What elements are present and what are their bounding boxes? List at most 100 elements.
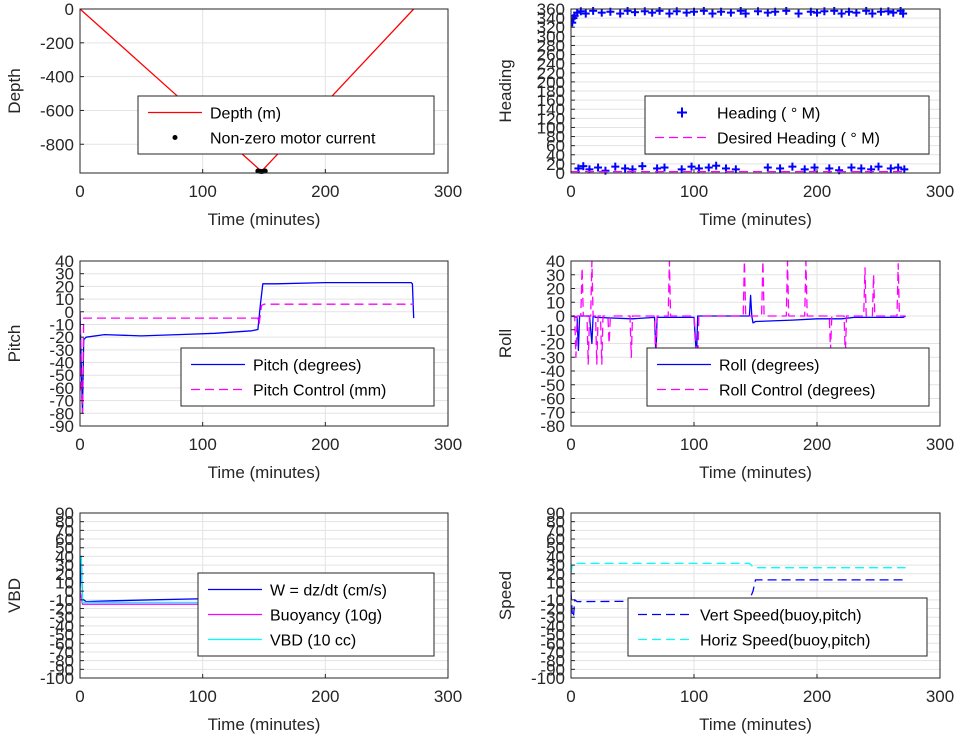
y-tick-label: 0 <box>65 0 74 19</box>
y-tick-label: 260 <box>537 46 565 65</box>
series-heading-0-point <box>638 162 647 171</box>
chart-vbd: 0 100 200 3009080706050403020100-10-20-30-4… <box>5 504 462 734</box>
y-tick-label: 70 <box>546 521 565 540</box>
y-tick-label: 40 <box>546 547 565 566</box>
series-group <box>571 260 906 365</box>
series-heading-0-point <box>741 9 750 18</box>
series-heading-0-point <box>837 9 846 18</box>
x-tick-label: 300 <box>434 182 462 201</box>
y-tick-label: 30 <box>55 265 74 284</box>
y-tick-label: -80 <box>540 652 565 671</box>
series-heading-0-point <box>623 7 632 15</box>
x-tick-label: 300 <box>926 182 954 201</box>
y-tick-label: 20 <box>546 155 565 174</box>
y-tick-label: -10 <box>540 321 565 340</box>
series-heading-0-point <box>868 9 877 18</box>
series-heading-0-point <box>800 165 809 174</box>
series-depth-1-point <box>262 168 268 174</box>
y-tick-label: -50 <box>49 366 74 385</box>
x-tick-label: 0 <box>75 687 84 706</box>
legend-label: Desired Heading ( ° M) <box>717 131 880 148</box>
legend-label: Horiz Speed(buoy,pitch) <box>700 633 870 650</box>
legend-box <box>180 347 435 407</box>
series-heading-0-point <box>611 162 620 171</box>
y-tick-label: 0 <box>556 582 565 601</box>
y-tick-label: -80 <box>49 404 74 423</box>
chart-speed: 0 100 200 3009080706050403020100-10-20-30-4… <box>496 504 954 734</box>
x-tick-label: 200 <box>311 435 339 454</box>
y-tick-label: -60 <box>540 634 565 653</box>
y-tick-label: 10 <box>546 293 565 312</box>
series-heading-0-point <box>571 18 577 27</box>
y-tick-label: 240 <box>537 55 565 74</box>
y-tick-label: 30 <box>55 556 74 575</box>
y-tick-label: -40 <box>49 354 74 373</box>
series-heading-0-point <box>763 163 772 172</box>
y-tick-label: 140 <box>537 100 565 119</box>
y-tick-label: 340 <box>537 9 565 28</box>
x-tick-label: 300 <box>434 687 462 706</box>
y-tick-label: 70 <box>55 521 74 540</box>
series-heading-0-point <box>621 164 630 173</box>
legend-item: W = dz/dt (cm/s) <box>208 583 387 600</box>
series-heading-0-point <box>682 8 691 17</box>
x-axis-label: Time (minutes) <box>208 715 321 734</box>
y-tick-label: -10 <box>49 591 74 610</box>
x-tick-label: 200 <box>803 435 831 454</box>
series-heading-0-point <box>660 163 669 172</box>
y-tick-label: -60 <box>49 379 74 398</box>
legend-label: Roll (degrees) <box>719 358 819 375</box>
legend-label: VBD (10 cc) <box>270 633 356 650</box>
x-tick-label: 100 <box>680 182 708 201</box>
x-tick-label: 200 <box>803 687 831 706</box>
x-axis-label: Time (minutes) <box>208 210 321 229</box>
series-heading-0-point <box>900 165 909 174</box>
legend-label: Non-zero motor current <box>210 131 376 148</box>
x-tick-label: 300 <box>434 435 462 454</box>
x-tick-label: 100 <box>680 435 708 454</box>
series-heading-0-point <box>665 9 674 18</box>
series-heading-0-point <box>857 164 866 173</box>
y-tick-label: 0 <box>556 164 565 183</box>
y-tick-label: -70 <box>540 643 565 662</box>
series-heading-0-point <box>677 165 686 174</box>
legend-item: Horiz Speed(buoy,pitch) <box>638 633 870 650</box>
y-tick-label: 60 <box>55 530 74 549</box>
y-tick-label: 40 <box>55 547 74 566</box>
x-axis-label: Time (minutes) <box>699 715 812 734</box>
legend-label: Vert Speed(buoy,pitch) <box>700 608 862 625</box>
legend-label: Buoyancy (10g) <box>270 608 382 625</box>
series-heading-0-point <box>616 9 625 18</box>
y-tick-label: 10 <box>55 573 74 592</box>
legend-box <box>644 95 930 155</box>
y-axis-label: Pitch <box>5 325 24 363</box>
y-tick-label: -20 <box>540 335 565 354</box>
legend: Heading ( ° M) Desired Heading ( ° M) <box>644 95 930 155</box>
y-tick-label: 40 <box>546 252 565 271</box>
y-tick-label: -90 <box>49 417 74 436</box>
y-tick-label: -70 <box>540 403 565 422</box>
axes-box <box>570 512 941 679</box>
x-tick-label: 300 <box>926 435 954 454</box>
y-tick-label: -800 <box>40 135 74 154</box>
x-tick-label: 0 <box>566 687 575 706</box>
y-tick-label: -20 <box>49 600 74 619</box>
y-tick-label: 40 <box>546 146 565 165</box>
legend-item: Pitch (degrees) <box>191 358 362 375</box>
y-tick-label: 60 <box>546 137 565 156</box>
y-tick-label: 50 <box>55 539 74 558</box>
series-heading-0-point <box>648 8 657 17</box>
x-tick-label: 100 <box>188 182 216 201</box>
y-tick-label: -400 <box>40 68 74 87</box>
chart-pitch: 0 100 200 300403020100-10-20-30-40-50-60-70… <box>5 252 462 482</box>
series-heading-0-point <box>886 164 895 173</box>
legend: Pitch (degrees) Pitch Control (mm) <box>180 347 435 407</box>
y-tick-label: -40 <box>49 617 74 636</box>
y-tick-label: 0 <box>556 307 565 326</box>
y-tick-label: 180 <box>537 82 565 101</box>
series-heading-0-point <box>763 8 772 17</box>
y-tick-label: 220 <box>537 64 565 83</box>
axes-box <box>79 512 449 679</box>
legend-item: Roll Control (degrees) <box>657 383 876 400</box>
